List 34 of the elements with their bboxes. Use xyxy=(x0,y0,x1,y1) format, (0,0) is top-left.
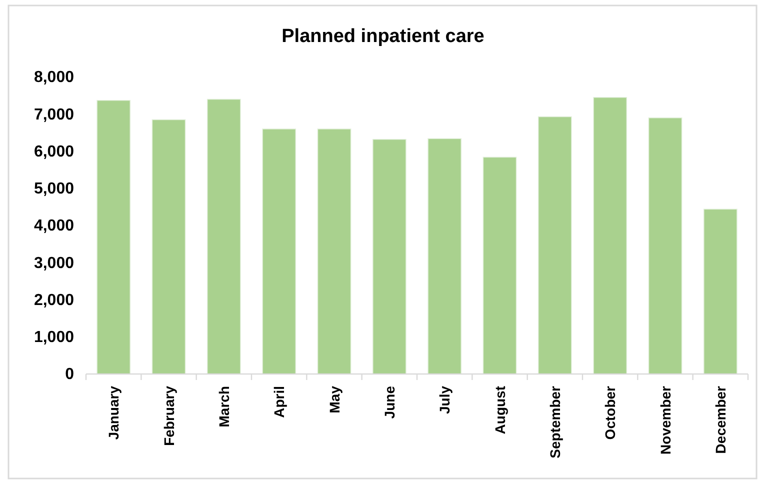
x-tick-label: October xyxy=(602,385,618,440)
bar xyxy=(152,119,186,374)
x-tick-label: January xyxy=(106,386,122,440)
y-tick-label: 3,000 xyxy=(34,254,74,272)
x-tick-label: December xyxy=(712,385,728,454)
x-tick-label: November xyxy=(657,385,674,454)
chart-title: Planned inpatient care xyxy=(282,26,484,47)
x-tick-label: March xyxy=(216,386,232,428)
y-tick-label: 1,000 xyxy=(34,328,74,346)
y-tick-label: 2,000 xyxy=(34,292,74,309)
y-tick-label: 8,000 xyxy=(34,69,74,86)
bar xyxy=(428,138,462,374)
y-tick-label: 5,000 xyxy=(34,180,74,198)
bar xyxy=(262,128,296,374)
y-tick-label: 7,000 xyxy=(34,106,74,124)
bar xyxy=(206,98,241,374)
bar xyxy=(317,128,352,374)
bar xyxy=(593,97,628,374)
x-tick-label: June xyxy=(381,386,398,419)
bar xyxy=(96,100,131,374)
bar xyxy=(703,208,738,374)
y-tick-label: 4,000 xyxy=(34,218,74,235)
bar xyxy=(372,138,406,374)
bar xyxy=(482,156,517,374)
x-tick-label: July xyxy=(436,386,453,414)
y-tick-label: 6,000 xyxy=(34,143,74,160)
x-tick-label: May xyxy=(326,386,342,414)
x-tick-label: February xyxy=(160,386,177,446)
x-tick-label: August xyxy=(492,386,508,434)
bar xyxy=(538,116,572,374)
x-tick-label: September xyxy=(546,385,563,458)
y-tick-label: 0 xyxy=(65,366,74,384)
bar xyxy=(648,117,682,374)
x-tick-label: April xyxy=(271,386,288,418)
